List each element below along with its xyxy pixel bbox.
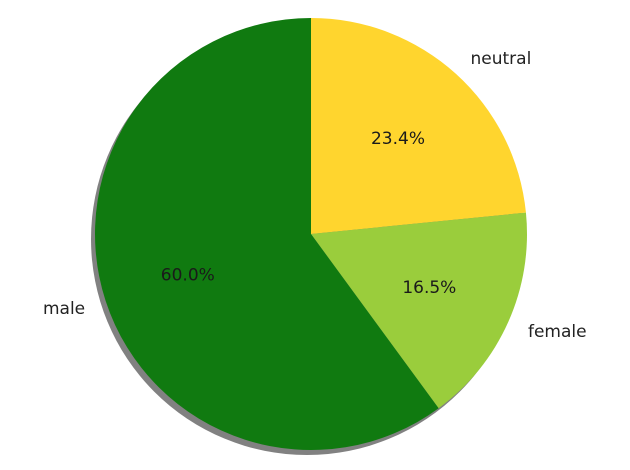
- pie-slice-male: [95, 18, 439, 450]
- pie-category-label-female: female: [528, 322, 587, 342]
- pie-category-label-male: male: [43, 299, 85, 319]
- pie-pct-label-neutral: 23.4%: [371, 129, 425, 149]
- pie-pct-label-female: 16.5%: [402, 278, 456, 298]
- pie-labels: 23.4% neutral 16.5% female 60.0% male: [43, 49, 587, 342]
- pie-slice-neutral: [311, 18, 526, 234]
- pie-slice-female: [311, 212, 527, 409]
- pie-category-label-neutral: neutral: [470, 49, 531, 69]
- pie-pct-label-male: 60.0%: [161, 265, 215, 285]
- pie-slices: [95, 18, 527, 450]
